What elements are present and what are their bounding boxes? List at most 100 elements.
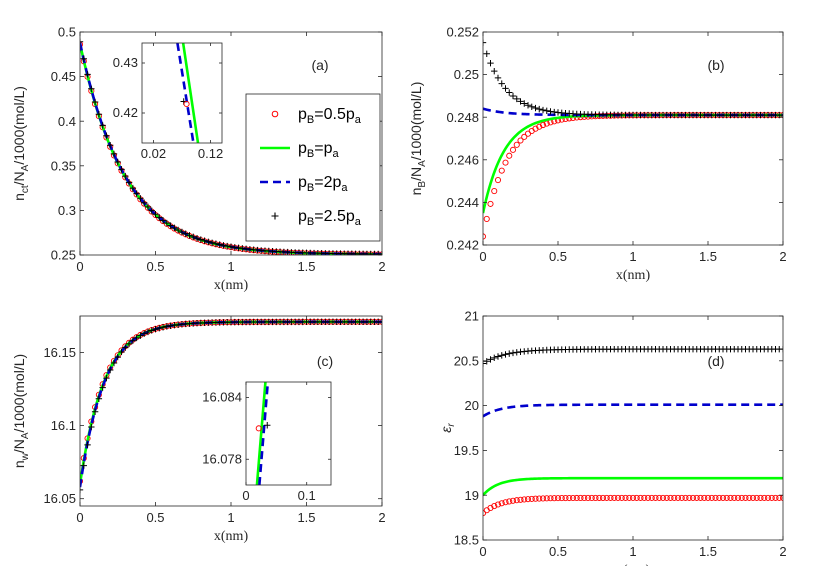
panel-c-ylabel: nw/NA/1000(mol/L) — [11, 354, 31, 468]
panel-c-inset-xtick-label: 0.1 — [298, 488, 316, 503]
panel-b-series-s25-point-10 — [517, 98, 524, 105]
panel-d-series-s05-point-47 — [656, 494, 663, 501]
panel-c-series-s25-point-10 — [114, 353, 121, 361]
panel-a-ytick-label: 0.5 — [58, 25, 76, 40]
panel-d-series-s25-point-8 — [509, 349, 517, 357]
panel-a-series-s25-point-3 — [88, 85, 95, 93]
panel-a-series-s25-point-10 — [114, 158, 121, 166]
panel-b-xtick-label: 1.5 — [699, 249, 717, 264]
panel-c-inset-ytick-label: 16.078 — [202, 451, 242, 466]
panel-c-series-s25-point-11 — [118, 348, 125, 356]
panel-a-series-s25-point-36 — [212, 240, 220, 247]
panel-a-series-s25-point-39 — [224, 242, 231, 250]
panel-d-series-s05-point-72 — [749, 494, 757, 501]
panel-a-series-s25-point-20 — [152, 210, 159, 218]
panel-d-series-s05-point-77 — [768, 494, 775, 501]
panel-a-series-s25-point-4 — [91, 98, 99, 106]
ylabel-tail: /1000(mol/L) — [11, 354, 27, 433]
panel-a-series-s25-point-6 — [99, 122, 106, 129]
panel-d-xtick-label: 0.5 — [549, 544, 567, 559]
panel-d-series-s05-point-55 — [686, 494, 693, 501]
legend-mid: =0.5p — [314, 106, 355, 123]
panel-b-letter: (b) — [707, 57, 724, 73]
panel-d-series-s25-point-80 — [779, 345, 783, 353]
panel-a-series-s25-point-16 — [137, 195, 144, 202]
panel-c-inset-s05-point-0 — [255, 425, 262, 432]
ylabel-mid: /N — [408, 167, 424, 181]
panel-a-series-s25-point-8 — [107, 141, 114, 149]
panel-d-series-s05-point-42 — [637, 494, 644, 501]
panel-d-xtick-label: 1.5 — [699, 544, 717, 559]
panel-d-series-s05-point-39 — [626, 494, 633, 501]
panel-b-series-s05-point-16 — [539, 121, 547, 129]
panel-d-series-s05-point-10 — [517, 496, 524, 503]
ylabel-tail: /1000(mol/L) — [408, 82, 424, 161]
panel-d-series-s05-point-4 — [494, 501, 502, 508]
panel-d-series-s05-point-11 — [521, 496, 528, 503]
panel-d-series-s05-point-71 — [746, 494, 753, 501]
panel-c-inset-series — [255, 382, 271, 485]
panel-d-series-s05-point-40 — [629, 494, 637, 501]
panel-c-series-s25-point-0 — [80, 486, 84, 494]
panel-d-series-s05-point-51 — [671, 494, 678, 501]
panel-d-series-s05-point-3 — [491, 502, 498, 510]
panel-d-series-s05-point-5 — [498, 500, 505, 507]
panel-c-series-s25-point-80 — [378, 318, 382, 326]
panel-a-inset-series — [176, 43, 200, 143]
panel-b-xtick-label: 0.5 — [549, 249, 567, 264]
panel-a-xtick-label: 0 — [76, 259, 83, 274]
panel-d-series-s25-point-2 — [487, 356, 494, 363]
panel-d-ytick-label: 18.5 — [454, 533, 479, 548]
panel-b-series-s05-point-11 — [521, 133, 528, 140]
panel-a-series-s25-point-9 — [110, 150, 118, 158]
panel-a-series-s25-point-0 — [80, 38, 84, 46]
panel-c-inset-xtick-label: 0 — [242, 488, 249, 503]
panel-c-series-s25-point-16 — [137, 332, 144, 339]
panel-d-xtick-label: 2 — [779, 544, 786, 559]
panel-d-series-s05-point-36 — [614, 494, 622, 501]
panel-c-xlabel: x(nm) — [214, 529, 249, 544]
panel-d-series-s05-point-20 — [554, 495, 562, 502]
panel-b-series-s25-point-7 — [506, 89, 513, 96]
panel-b-series-s05-point-8 — [509, 146, 517, 153]
panel-a-inset-plot-area — [142, 43, 222, 143]
panel-d-series-s05-point-13 — [528, 495, 535, 502]
panel-a-series-s25-point-26 — [174, 226, 182, 234]
panel-b-series-s25-point-1 — [483, 50, 490, 57]
ylabel-sub: r — [446, 423, 457, 427]
panel-d-series-s05-point-31 — [596, 494, 603, 501]
panel-b-series-s25-point-2 — [487, 59, 494, 67]
panel-b-series-s25-point-11 — [521, 100, 528, 107]
panel-c-ytick-label: 16.1 — [51, 418, 76, 433]
panel-d-series-s25-point-7 — [506, 350, 513, 357]
panel-d-series-s05-point-69 — [738, 494, 745, 501]
panel-b-ytick-label: 0.244 — [446, 195, 479, 210]
panel-b-xlabel: x(nm) — [616, 268, 651, 283]
panel-d-series-s05-point-25 — [573, 494, 580, 502]
panel-d-series-s05-point-75 — [761, 494, 768, 501]
panel-c-xtick-label: 1 — [227, 510, 234, 525]
panel-d-series-s05-point-45 — [648, 494, 655, 501]
panel-a-inset-ytick-label: 0.42 — [113, 105, 138, 120]
legend-main: p — [298, 140, 307, 157]
panel-d-series-s25-point-1 — [483, 358, 490, 365]
panel-c-series — [80, 318, 382, 494]
ylabel-main: n — [408, 188, 424, 196]
panel-c-series-s25-point-9 — [110, 359, 118, 367]
panel-c-plot-area — [80, 316, 382, 506]
panel-a-series-s25-point-11 — [118, 166, 125, 173]
panel-d-series-s05-point-33 — [603, 494, 610, 501]
panel-d-series-s25-point-3 — [491, 354, 498, 362]
legend-sub2: a — [355, 216, 362, 228]
panel-b-series-s05-point-0 — [483, 233, 487, 240]
panel-d-series-s05-point-80 — [779, 494, 783, 501]
panel-d-series-s05-point-29 — [588, 494, 595, 501]
panel-d-series-s05-point-57 — [693, 494, 700, 501]
panel-a-inset-s2-line — [176, 43, 195, 143]
panel-c-series-s25-point-4 — [91, 408, 99, 416]
panel-a-series-s25-point-1 — [80, 55, 87, 63]
panel-c-series-s25-point-23 — [163, 323, 171, 330]
panel-b-series-s05-point-3 — [491, 187, 498, 195]
panel-d-series-s05-point-38 — [622, 494, 629, 501]
panel-c-series-s25-point-20 — [152, 326, 159, 333]
